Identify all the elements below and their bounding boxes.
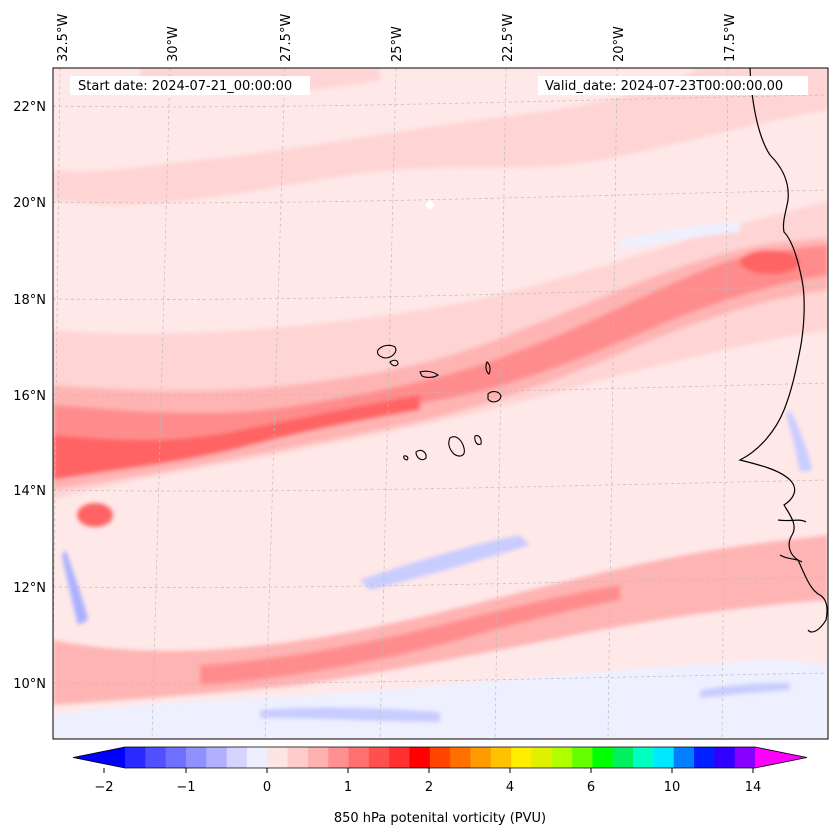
colorbar-swatch: [714, 747, 736, 768]
pv-red-spot-east: [740, 250, 800, 274]
colorbar-extend-min: [73, 747, 125, 768]
colorbar-swatch: [429, 747, 451, 768]
map-frame: [52, 67, 829, 740]
coast-detail-1: [777, 519, 807, 523]
island-santo-antao: [376, 344, 397, 359]
colorbar-swatch: [185, 747, 207, 768]
pv-negative-patch-3: [360, 535, 530, 590]
colorbar-swatch: [368, 747, 390, 768]
colorbar-swatch: [307, 747, 329, 768]
colorbar-swatch: [490, 747, 512, 768]
pv-contour-core: [53, 245, 828, 475]
pv-contour-north-band: [53, 68, 828, 205]
colorbar-swatch: [125, 747, 146, 768]
lon-label: 27.5°W: [279, 14, 294, 62]
colorbar-swatch: [206, 747, 228, 768]
coast-detail-2: [779, 554, 803, 563]
island-sal: [485, 361, 491, 375]
pv-negative-patch-2: [260, 707, 440, 722]
colorbar-swatch: [572, 747, 594, 768]
island-brava: [403, 455, 409, 461]
lat-label: 20°N: [13, 196, 46, 211]
latitude-labels: 22°N 20°N 18°N 16°N 14°N 12°N 10°N: [13, 100, 46, 692]
colorbar-swatch: [653, 747, 675, 768]
colorbar-swatch: [673, 747, 695, 768]
colorbar-swatch: [328, 747, 350, 768]
white-marker: [425, 200, 435, 210]
colorbar-extend-max: [755, 747, 807, 768]
colorbar-swatch: [246, 747, 268, 768]
colorbar-swatch: [511, 747, 533, 768]
colorbar-swatch: [226, 747, 248, 768]
pv-red-spot-west: [77, 503, 113, 527]
start-date-label: Start date: 2024-07-21_00:00:00: [78, 79, 292, 94]
island-maio: [474, 435, 482, 445]
colorbar-swatch: [287, 747, 309, 768]
island-fogo: [415, 449, 427, 461]
lon-label: 17.5°W: [723, 14, 738, 62]
colorbar-outline: [72, 746, 808, 769]
colorbar-tick-label: 0: [263, 780, 271, 795]
colorbar-swatch: [694, 747, 715, 768]
pv-negative-patch-4: [62, 550, 88, 625]
colorbar-swatch: [145, 747, 167, 768]
colorbar-tick-label: 6: [587, 780, 595, 795]
colorbar-tick-label: 14: [745, 780, 762, 795]
colorbar-tick-label: 4: [506, 780, 514, 795]
lat-label: 16°N: [13, 389, 46, 404]
colorbar-swatch: [734, 747, 756, 768]
colorbar-tick-label: 2: [425, 780, 433, 795]
colorbar-tick-label: 10: [664, 780, 681, 795]
colorbar-swatch: [470, 747, 492, 768]
pv-negative-patch-6: [620, 222, 740, 250]
longitude-labels: 32.5°W 30°W 27.5°W 25°W 22.5°W 20°W 17.5…: [56, 14, 738, 62]
valid-date-label: Valid_date: 2024-07-23T00:00:00.00: [545, 79, 783, 94]
colorbar-tick-label: −2: [94, 780, 113, 795]
colorbar-label: 850 hPa potenital vorticity (PVU): [334, 811, 546, 826]
lat-label: 10°N: [13, 677, 46, 692]
colorbar-swatch: [389, 747, 411, 768]
africa-coast: [738, 68, 828, 633]
island-santiago: [448, 436, 465, 457]
colorbar-swatch: [592, 747, 614, 768]
colorbar-swatch: [531, 747, 553, 768]
valid-date-box: [538, 76, 808, 95]
colorbar-swatch: [165, 747, 187, 768]
lon-label: 25°W: [390, 26, 405, 62]
lat-label: 22°N: [13, 100, 46, 115]
colorbar-swatch: [409, 747, 431, 768]
start-date-box: [70, 76, 310, 95]
island-sao-vicente: [389, 359, 399, 367]
lat-label: 14°N: [13, 484, 46, 499]
island-sao-nicolau: [419, 370, 439, 378]
lon-label: 32.5°W: [56, 14, 71, 62]
pv-contour-red-core: [53, 395, 420, 480]
pv-contour-south-core: [200, 585, 620, 685]
lon-label: 20°W: [612, 26, 627, 62]
colorbar-swatch: [348, 747, 370, 768]
pv-negative-patch-1: [53, 660, 828, 739]
colorbar-tick-label: 1: [344, 780, 352, 795]
island-boa-vista: [487, 391, 502, 403]
lat-label: 12°N: [13, 581, 46, 596]
colorbar-tick-label: −1: [176, 780, 195, 795]
colorbar-swatch: [267, 747, 289, 768]
lon-label: 22.5°W: [501, 14, 516, 62]
colorbar: [72, 746, 808, 769]
lat-label: 18°N: [13, 293, 46, 308]
map-panel: [53, 68, 828, 739]
lon-label: 30°W: [166, 26, 181, 62]
colorbar-swatch: [551, 747, 573, 768]
coastline: [738, 68, 828, 633]
colorbar-swatch: [450, 747, 472, 768]
colorbar-ticks: −2 −1 0 1 2 4 6 10 14: [94, 768, 761, 795]
colorbar-swatch: [612, 747, 634, 768]
colorbar-swatch: [633, 747, 654, 768]
islands: [376, 344, 502, 461]
pv-negative-patch-5: [786, 410, 812, 472]
